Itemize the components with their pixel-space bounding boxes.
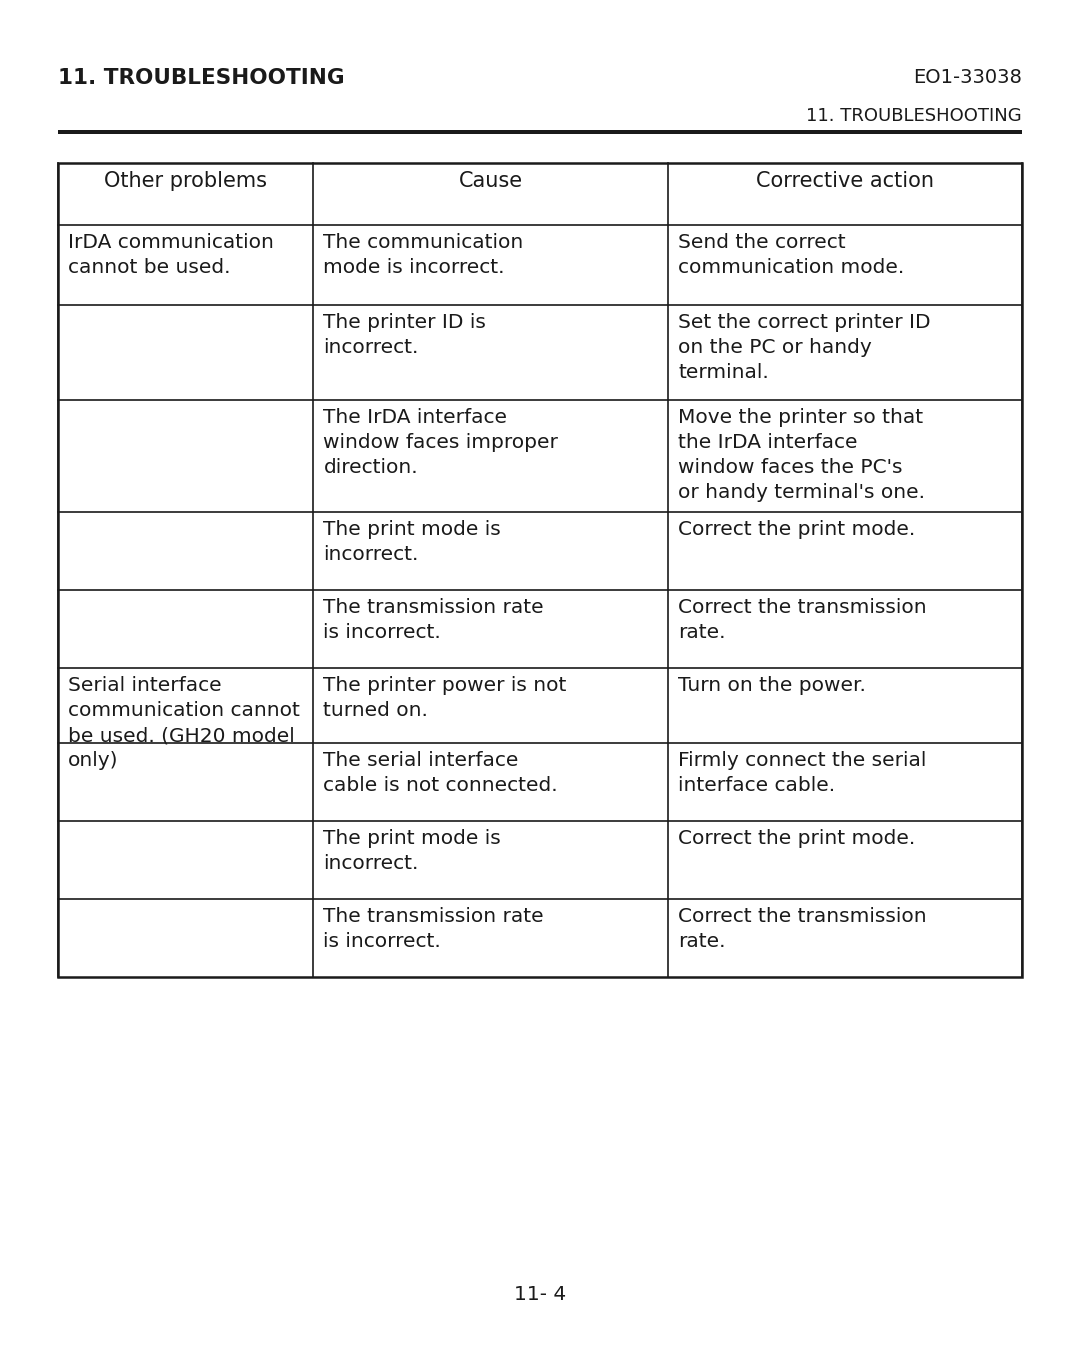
Text: 11- 4: 11- 4	[514, 1286, 566, 1305]
Bar	[58, 163, 1022, 977]
Text: The print mode is
incorrect.: The print mode is incorrect.	[324, 829, 501, 873]
Text: EO1-33038: EO1-33038	[913, 68, 1022, 87]
Text: Firmly connect the serial
interface cable.: Firmly connect the serial interface cabl…	[678, 751, 927, 795]
Text: The transmission rate
is incorrect.: The transmission rate is incorrect.	[324, 906, 544, 951]
Text: The communication
mode is incorrect.: The communication mode is incorrect.	[324, 233, 524, 276]
Text: The transmission rate
is incorrect.: The transmission rate is incorrect.	[324, 598, 544, 642]
Text: Serial interface
communication cannot
be used. (GH20 model
only): Serial interface communication cannot be…	[68, 676, 300, 770]
Text: The serial interface
cable is not connected.: The serial interface cable is not connec…	[324, 751, 558, 795]
Text: 11. TROUBLESHOOTING: 11. TROUBLESHOOTING	[807, 107, 1022, 125]
Text: Cause: Cause	[459, 171, 523, 191]
Text: Set the correct printer ID
on the PC or handy
terminal.: Set the correct printer ID on the PC or …	[678, 313, 931, 382]
Text: Other problems: Other problems	[105, 171, 267, 191]
Text: 11. TROUBLESHOOTING: 11. TROUBLESHOOTING	[58, 68, 345, 88]
Text: Move the printer so that
the IrDA interface
window faces the PC's
or handy termi: Move the printer so that the IrDA interf…	[678, 408, 926, 501]
Text: The print mode is
incorrect.: The print mode is incorrect.	[324, 520, 501, 564]
Text: Correct the transmission
rate.: Correct the transmission rate.	[678, 598, 927, 642]
Text: Correct the print mode.: Correct the print mode.	[678, 520, 916, 539]
Text: Turn on the power.: Turn on the power.	[678, 676, 866, 695]
Text: Corrective action: Corrective action	[756, 171, 934, 191]
Text: Correct the print mode.: Correct the print mode.	[678, 829, 916, 848]
Bar	[58, 130, 1022, 134]
Text: The printer power is not
turned on.: The printer power is not turned on.	[324, 676, 567, 720]
Text: The printer ID is
incorrect.: The printer ID is incorrect.	[324, 313, 486, 356]
Text: Send the correct
communication mode.: Send the correct communication mode.	[678, 233, 904, 276]
Text: Correct the transmission
rate.: Correct the transmission rate.	[678, 906, 927, 951]
Text: IrDA communication
cannot be used.: IrDA communication cannot be used.	[68, 233, 274, 276]
Text: The IrDA interface
window faces improper
direction.: The IrDA interface window faces improper…	[324, 408, 558, 477]
